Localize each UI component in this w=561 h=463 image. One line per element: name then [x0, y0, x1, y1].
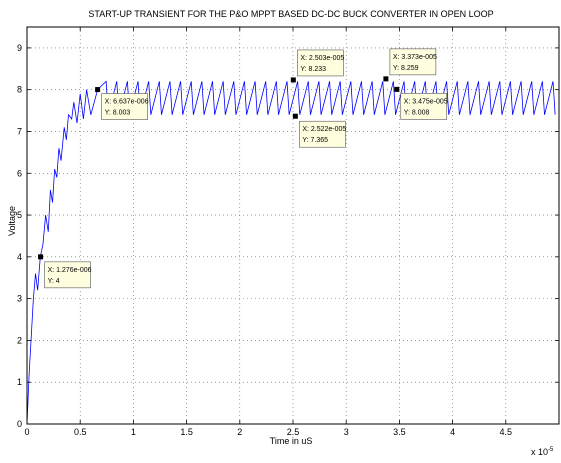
x-tick-label: 0: [24, 427, 29, 437]
datatip-x-label: X: 3.373e-005: [393, 54, 437, 61]
y-tick-label: 0: [17, 419, 22, 429]
y-tick-label: 5: [17, 210, 22, 220]
x-tick-label: 2.5: [287, 427, 300, 437]
x-tick-label: 1: [131, 427, 136, 437]
plot-area: [27, 27, 559, 424]
datatip-box: [297, 49, 344, 77]
datatip-x-label: X: 3.475e-005: [404, 98, 448, 105]
chart-title: START-UP TRANSIENT FOR THE P&O MPPT BASE…: [88, 9, 493, 19]
datatip-marker: [95, 87, 101, 93]
x-axis-multiplier: x 10-5: [531, 447, 554, 457]
datatip-y-label: Y: 8.233: [300, 66, 326, 73]
y-tick-label: 7: [17, 126, 22, 136]
x-axis-label: Time in uS: [270, 436, 313, 446]
datatip-marker: [383, 76, 389, 82]
datatip-box: [101, 93, 148, 120]
y-tick-label: 1: [17, 377, 22, 387]
datatip-marker: [38, 254, 44, 260]
datatip-marker: [394, 86, 400, 92]
y-axis-label: Voltage: [7, 206, 17, 236]
series-line: [26, 80, 556, 425]
x-tick-label: 3: [344, 427, 349, 437]
datatip-x-label: X: 6.637e-006: [105, 99, 149, 106]
y-tick-label: 4: [17, 252, 22, 262]
datatip-box: [400, 93, 448, 120]
y-tick-label: 6: [17, 168, 22, 178]
datatip-x-label: X: 2.503e-005: [300, 55, 344, 62]
x-tick-label: 4: [450, 427, 455, 437]
datatip-y-label: Y: 8.003: [105, 110, 131, 117]
datatip-y-label: Y: 8.008: [404, 109, 430, 116]
x-tick-label: 4.5: [500, 427, 513, 437]
x-axis-multiplier-exponent: -5: [548, 447, 554, 453]
x-tick-label: 1.5: [180, 427, 193, 437]
datatip-y-label: Y: 7.365: [302, 137, 328, 144]
datatip-box: [299, 120, 346, 148]
datatip-y-label: Y: 8.259: [393, 65, 419, 72]
x-tick-label: 0.5: [74, 427, 87, 437]
datatip-y-label: Y: 4: [48, 278, 60, 285]
datatip-box: [44, 261, 91, 289]
datatip-x-label: X: 1.276e-006: [48, 267, 92, 274]
y-tick-label: 8: [17, 85, 22, 95]
datatip-box: [389, 48, 437, 76]
y-tick-label: 3: [17, 294, 22, 304]
y-tick-label: 9: [17, 43, 22, 53]
datatip-marker: [292, 113, 298, 119]
datatip-marker: [290, 77, 296, 83]
x-tick-label: 2: [237, 427, 242, 437]
y-tick-label: 2: [17, 335, 22, 345]
x-tick-label: 3.5: [393, 427, 406, 437]
x-axis-multiplier-base: x 10: [531, 447, 548, 457]
datatip-x-label: X: 2.522e-005: [302, 126, 346, 133]
